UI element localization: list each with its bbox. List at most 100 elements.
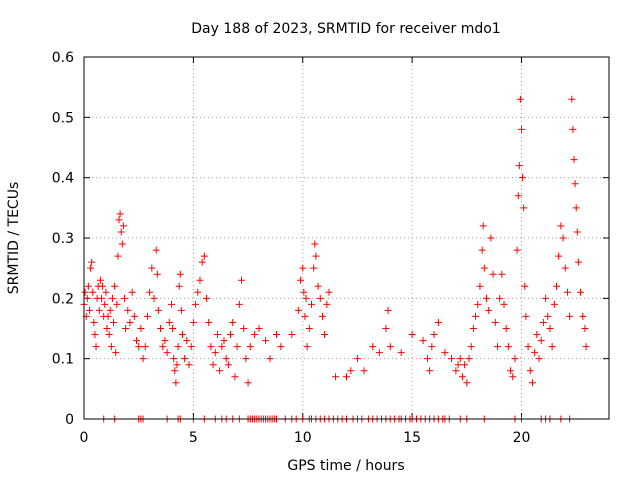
data-point xyxy=(478,246,486,254)
data-point xyxy=(262,337,270,345)
data-point xyxy=(119,222,127,230)
data-point xyxy=(173,361,181,369)
data-point xyxy=(321,331,329,339)
data-point xyxy=(157,325,165,332)
y-tick-label: 0.5 xyxy=(52,110,74,126)
data-point xyxy=(150,294,158,302)
data-point xyxy=(555,252,563,260)
data-point xyxy=(277,343,285,351)
data-point xyxy=(98,294,105,302)
data-point xyxy=(553,282,560,290)
data-point xyxy=(108,294,116,302)
y-axis-label: SRMTID / TECUs xyxy=(6,182,22,295)
data-point xyxy=(520,204,528,212)
data-point xyxy=(496,294,504,302)
data-point xyxy=(310,264,318,272)
data-point xyxy=(130,312,138,320)
data-point xyxy=(181,355,189,363)
data-point xyxy=(224,361,232,369)
data-point xyxy=(566,312,574,320)
x-tick-label: 10 xyxy=(294,430,312,446)
data-point xyxy=(92,343,100,351)
data-point xyxy=(469,325,477,332)
data-point xyxy=(148,264,156,272)
data-point xyxy=(89,288,97,296)
y-tick-label: 0.2 xyxy=(52,291,74,307)
data-point xyxy=(154,306,162,314)
data-point xyxy=(124,306,132,314)
x-tick-label: 5 xyxy=(189,430,198,446)
data-point xyxy=(397,349,405,357)
chart-title: Day 188 of 2023, SRMTID for receiver mdo… xyxy=(191,21,500,37)
data-point xyxy=(491,318,499,326)
data-point xyxy=(384,306,392,314)
data-point xyxy=(90,318,98,326)
y-tick-label: 0.6 xyxy=(52,50,74,66)
data-point xyxy=(255,325,263,332)
data-point xyxy=(128,288,136,296)
data-point xyxy=(502,325,510,332)
data-point xyxy=(222,355,230,363)
x-tick-label: 20 xyxy=(513,430,531,446)
data-point xyxy=(87,264,95,272)
data-point xyxy=(235,300,243,308)
data-point xyxy=(169,325,177,332)
data-point xyxy=(521,282,529,290)
data-point xyxy=(353,355,361,363)
data-point xyxy=(548,343,556,351)
data-point xyxy=(332,373,340,381)
data-point xyxy=(419,337,427,345)
x-tick-label: 0 xyxy=(80,430,89,446)
data-point xyxy=(561,264,569,272)
data-point xyxy=(107,343,115,351)
data-point xyxy=(246,343,254,351)
data-point xyxy=(300,288,308,296)
y-tick-label: 0.3 xyxy=(52,231,74,247)
data-point xyxy=(170,355,178,363)
data-point xyxy=(461,361,469,369)
data-point xyxy=(137,325,145,332)
data-point xyxy=(99,282,107,290)
data-point xyxy=(233,343,241,351)
data-point xyxy=(574,258,582,266)
data-point xyxy=(116,210,124,218)
data-point xyxy=(311,240,319,248)
data-point xyxy=(480,264,488,272)
data-point xyxy=(467,343,475,351)
data-point xyxy=(369,343,377,351)
data-point xyxy=(218,343,226,351)
x-tick-label: 15 xyxy=(403,430,421,446)
data-point xyxy=(550,300,558,308)
data-point xyxy=(303,343,311,351)
data-point xyxy=(542,294,550,302)
data-point xyxy=(207,343,215,351)
x-axis-label: GPS time / hours xyxy=(287,458,404,474)
data-point xyxy=(516,95,524,103)
data-point xyxy=(153,270,161,278)
data-point xyxy=(126,318,134,326)
data-point xyxy=(229,318,237,326)
data-point xyxy=(325,288,333,296)
plot-frame xyxy=(83,56,610,420)
data-point xyxy=(347,367,355,375)
data-point xyxy=(88,258,96,266)
data-point xyxy=(163,349,171,357)
data-point xyxy=(185,361,193,369)
data-point xyxy=(557,222,565,230)
data-point xyxy=(577,288,585,296)
data-point xyxy=(242,355,250,363)
data-point xyxy=(314,282,322,290)
data-point xyxy=(106,306,114,314)
data-point xyxy=(171,367,179,375)
data-point xyxy=(528,379,536,387)
data-point xyxy=(105,331,113,339)
data-point xyxy=(375,349,383,357)
y-tick-label: 0 xyxy=(65,412,74,428)
data-point xyxy=(472,312,480,320)
data-point xyxy=(101,300,109,308)
data-point xyxy=(463,379,471,387)
data-point xyxy=(240,325,248,332)
data-point xyxy=(318,312,326,320)
data-point xyxy=(111,282,119,290)
data-point xyxy=(323,300,331,308)
